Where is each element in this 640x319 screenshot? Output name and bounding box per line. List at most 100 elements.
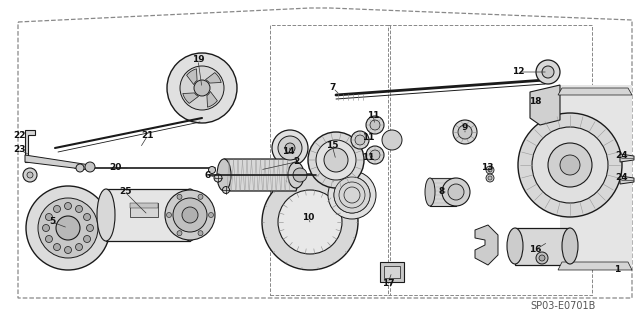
Circle shape [539,255,545,261]
Circle shape [542,66,554,78]
Text: 25: 25 [119,188,131,197]
Circle shape [209,167,216,174]
Circle shape [560,155,580,175]
Circle shape [209,212,214,218]
Text: 13: 13 [481,164,493,173]
Polygon shape [384,266,400,278]
Circle shape [45,213,52,220]
Circle shape [65,203,72,210]
Text: 10: 10 [302,213,314,222]
Circle shape [453,120,477,144]
Text: 19: 19 [192,56,204,64]
Ellipse shape [288,162,304,188]
Circle shape [355,135,365,145]
Text: 8: 8 [439,188,445,197]
Circle shape [532,127,608,203]
Text: 11: 11 [362,153,374,162]
Circle shape [166,212,172,218]
Circle shape [536,60,560,84]
Circle shape [165,190,215,240]
Circle shape [167,53,237,123]
Polygon shape [205,73,221,83]
Circle shape [76,205,83,212]
Circle shape [308,132,364,188]
Text: 17: 17 [381,278,394,287]
Ellipse shape [562,228,578,264]
Bar [388,25,592,295]
Text: 6: 6 [205,170,211,180]
Circle shape [324,148,348,172]
Text: 20: 20 [109,164,121,173]
Circle shape [26,186,110,270]
Polygon shape [530,85,560,125]
Text: 14: 14 [282,147,294,157]
Circle shape [177,231,182,236]
Text: 23: 23 [13,145,26,154]
Circle shape [173,198,207,232]
Circle shape [442,178,470,206]
Circle shape [536,252,548,264]
Circle shape [42,225,49,232]
Circle shape [458,125,472,139]
Circle shape [177,194,182,199]
Polygon shape [187,69,197,85]
Circle shape [339,182,365,208]
Text: 16: 16 [529,246,541,255]
Polygon shape [620,176,634,184]
Circle shape [370,150,380,160]
Circle shape [54,243,61,250]
Circle shape [182,207,198,223]
Circle shape [486,166,494,174]
Circle shape [448,184,464,200]
Text: 18: 18 [529,98,541,107]
Circle shape [27,172,33,178]
Circle shape [316,140,356,180]
Text: 5: 5 [49,218,55,226]
Bar [130,203,158,217]
Circle shape [278,136,302,160]
Circle shape [293,168,307,182]
Circle shape [84,213,90,220]
Text: 24: 24 [616,151,628,160]
Circle shape [76,243,83,250]
Polygon shape [515,228,570,265]
Text: 21: 21 [141,130,154,139]
Polygon shape [25,130,35,162]
Circle shape [339,182,365,208]
Text: 24: 24 [616,174,628,182]
Circle shape [23,168,37,182]
Circle shape [262,174,358,270]
Polygon shape [558,88,632,95]
Circle shape [45,235,52,242]
Polygon shape [620,154,634,162]
Circle shape [285,143,295,153]
Circle shape [344,187,360,203]
Polygon shape [207,92,218,107]
Polygon shape [430,178,456,206]
Circle shape [198,231,203,236]
Polygon shape [475,225,498,265]
Text: 12: 12 [512,68,524,77]
Circle shape [366,116,384,134]
Text: 7: 7 [330,84,336,93]
Circle shape [486,174,494,182]
Text: 15: 15 [326,140,339,150]
Circle shape [488,168,492,172]
Circle shape [56,216,80,240]
Circle shape [86,225,93,232]
Text: 9: 9 [462,123,468,132]
Circle shape [370,120,380,130]
Ellipse shape [217,159,231,191]
Polygon shape [558,262,632,270]
Text: SP03-E0701B: SP03-E0701B [531,301,596,311]
Circle shape [85,162,95,172]
Circle shape [334,177,370,213]
Circle shape [278,190,342,254]
Circle shape [334,177,370,213]
Ellipse shape [507,228,523,264]
Text: 1: 1 [614,265,620,275]
Circle shape [198,194,203,199]
Bar [270,25,390,295]
Ellipse shape [425,178,435,206]
Text: 22: 22 [13,130,26,139]
